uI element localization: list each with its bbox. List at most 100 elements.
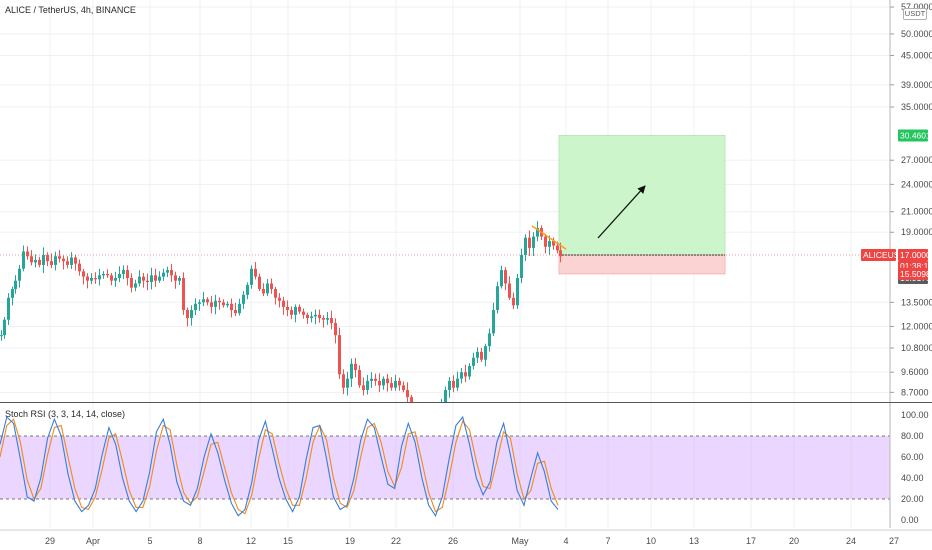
candle-body	[114, 277, 117, 281]
candle-body	[528, 237, 531, 248]
candle-body	[390, 383, 393, 388]
price-tick-label: 13.5000	[901, 297, 932, 307]
candle-body	[178, 277, 181, 281]
candle-body	[222, 302, 225, 306]
candle-body	[170, 270, 173, 276]
candle-body	[150, 275, 153, 283]
candle-body	[202, 299, 205, 303]
candle-body	[524, 237, 527, 256]
candle-body	[102, 273, 105, 276]
candle-body	[182, 277, 185, 311]
candle-body	[504, 270, 507, 284]
candle-body	[496, 286, 499, 311]
candle-body	[22, 251, 25, 269]
candle-body	[520, 255, 523, 278]
candle-body	[11, 289, 14, 298]
candle-body	[142, 276, 145, 281]
candle-body	[194, 303, 197, 311]
candle-body	[58, 256, 61, 259]
stoch-tick-label: 60.00	[901, 452, 924, 462]
candle-body	[366, 380, 369, 391]
candle-body	[90, 277, 93, 281]
candle-body	[30, 256, 33, 263]
price-tick-label: 12.0000	[901, 321, 932, 331]
candle-body	[210, 302, 213, 307]
price-tick-label: 27.0000	[901, 155, 932, 165]
candle-body	[334, 323, 337, 336]
price-tick-label: 57.0000	[901, 2, 932, 12]
time-tick-label: Apr	[86, 536, 100, 546]
candle-body	[460, 372, 463, 379]
time-tick-label: 26	[448, 536, 458, 546]
candle-body	[330, 318, 333, 324]
candle-body	[342, 374, 345, 388]
candle-body	[0, 335, 3, 337]
price-tick-label: 9.6000	[901, 367, 929, 377]
candle-body	[62, 258, 65, 262]
candle-body	[362, 385, 365, 391]
time-tick-label: 20	[789, 536, 799, 546]
stoch-rsi-pane: 100.00 80.00 60.00 40.00 20.00 0.00	[0, 410, 929, 525]
candle-body	[484, 346, 487, 360]
candle-body	[476, 351, 479, 358]
candle-body	[382, 378, 385, 386]
candle-body	[358, 370, 361, 386]
symbol-price-tag: ALICEUSDT	[863, 250, 911, 260]
price-tick-label: 19.0000	[901, 227, 932, 237]
target-price-tag-bg	[898, 129, 928, 142]
candle-body	[306, 314, 309, 319]
time-tick-label: 22	[391, 536, 401, 546]
candle-body	[250, 268, 253, 285]
time-tick-label: 19	[345, 536, 355, 546]
candle-body	[106, 273, 109, 276]
currency-selector[interactable]: USDT	[903, 8, 927, 20]
candle-body	[14, 280, 17, 290]
price-tick-label: 8.7000	[901, 387, 929, 397]
candle-body	[346, 378, 349, 388]
time-tick-label: 27	[889, 536, 899, 546]
price-tick-label: 24.0000	[901, 179, 932, 189]
candle-body	[386, 378, 389, 384]
candle-body	[322, 318, 325, 320]
drawing-overlays[interactable]	[531, 185, 646, 250]
candle-body	[258, 276, 261, 290]
target-zone	[558, 135, 726, 256]
candle-body	[242, 294, 245, 304]
stoch-tick-label: 80.00	[901, 431, 924, 441]
candle-body	[158, 276, 161, 281]
candle-body	[559, 250, 562, 257]
candle-body	[86, 276, 89, 281]
candle-body	[532, 236, 535, 248]
candle-body	[262, 289, 265, 294]
candle-body	[314, 314, 317, 317]
candle-body	[166, 270, 169, 273]
candle-body	[98, 275, 101, 280]
candle-body	[274, 289, 277, 298]
candle-body	[162, 272, 165, 277]
candle-body	[42, 255, 45, 265]
stop-price-tag: 15.5098	[900, 269, 931, 279]
candle-body	[294, 306, 297, 315]
price-tick-label: 39.0000	[901, 80, 932, 90]
time-tick-label: 17	[746, 536, 756, 546]
candle-body	[444, 390, 447, 402]
candle-body	[318, 314, 321, 319]
time-tick-label: 10	[646, 536, 656, 546]
symbol-price-tag-bg	[861, 249, 896, 262]
candle-body	[218, 300, 221, 303]
candle-body	[512, 297, 515, 306]
candle-body	[452, 380, 455, 388]
candle-body	[410, 397, 413, 402]
candle-body	[254, 268, 257, 277]
candle-body	[230, 303, 233, 311]
candle-body	[448, 380, 451, 391]
candle-body	[234, 310, 237, 314]
time-tick-label: 29	[45, 536, 55, 546]
price-tick-label: 10.8000	[901, 343, 932, 353]
stop-zone	[558, 254, 726, 275]
candle-body	[186, 310, 189, 319]
candle-body	[70, 257, 73, 265]
candle-body	[370, 378, 373, 381]
